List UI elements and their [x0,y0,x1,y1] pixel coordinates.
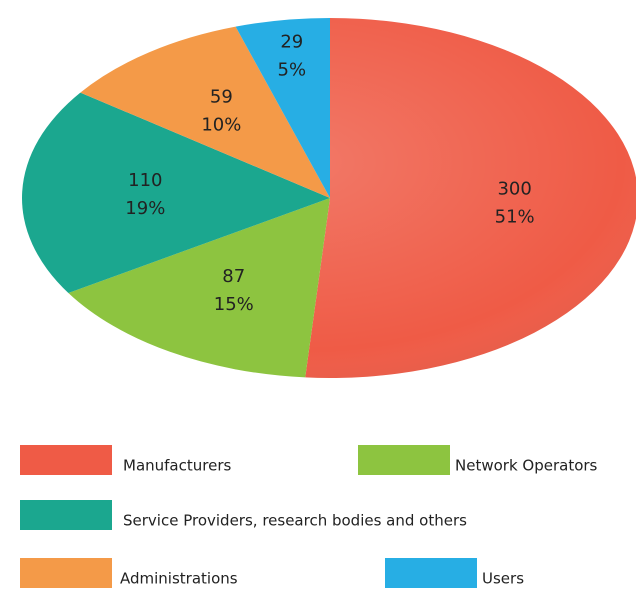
slice-percent-label: 5% [278,60,307,81]
legend-label: Network Operators [455,457,598,475]
slice-percent-label: 15% [214,294,254,315]
slice-percent-label: 19% [125,198,165,219]
slice-value-label: 87 [222,266,245,287]
slice-value-label: 300 [497,178,531,199]
legend-label: Users [482,570,524,588]
pie-slice [235,18,330,198]
legend-label: Manufacturers [123,457,231,475]
legend: Manufacturers Network Operators Service Pr… [20,445,598,588]
pie: 300 51% 87 15% 110 19% 59 10% 29 5% [21,18,636,378]
legend-swatch [385,558,477,588]
slice-value-label: 59 [210,87,233,108]
slice-percent-label: 10% [201,115,241,136]
slice-value-label: 110 [128,170,162,191]
slice-percent-label: 51% [495,206,535,227]
legend-swatch [20,445,112,475]
pie-slice [80,26,330,199]
legend-swatch [358,445,450,475]
legend-swatch [20,500,112,530]
slice-value-label: 29 [280,32,303,53]
legend-label: Administrations [120,570,238,588]
legend-label: Service Providers, research bodies and o… [123,512,467,530]
pie-slice [68,198,330,378]
legend-swatch [20,558,112,588]
pie-slice [21,92,330,293]
